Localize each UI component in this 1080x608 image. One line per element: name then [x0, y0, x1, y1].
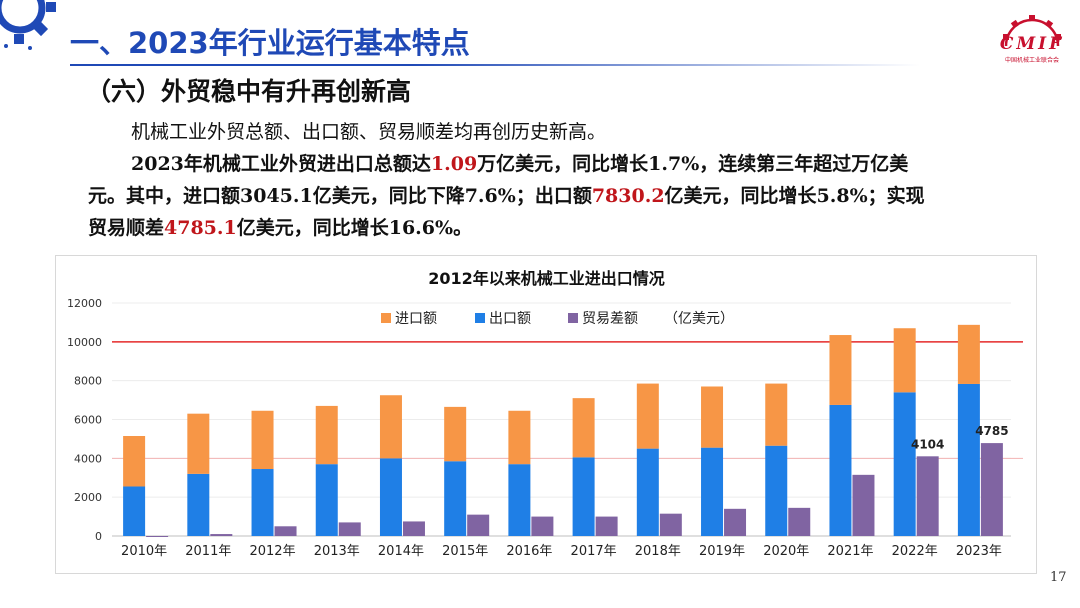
- body-text: 亿美元，同比增长16.6%。: [236, 217, 473, 239]
- y-tick-label: 10000: [67, 336, 102, 349]
- import-bar: [444, 406, 467, 462]
- x-tick-label: 2016年: [506, 544, 552, 559]
- export-bar: [508, 464, 531, 536]
- body-line-1-text: 机械工业外贸总额、出口额、贸易顺差均再创历史新高。: [131, 121, 607, 143]
- import-bar: [829, 335, 852, 405]
- highlight-value: 4785.1: [164, 217, 237, 239]
- chart-title: 2012年以来机械工业进出口情况: [428, 269, 665, 288]
- import-bar: [701, 386, 724, 448]
- balance-bar: [531, 516, 554, 536]
- balance-bar: [595, 516, 618, 536]
- legend-swatch: [381, 313, 391, 323]
- import-bar: [315, 405, 338, 465]
- title-divider: [70, 64, 920, 66]
- import-bar: [251, 410, 274, 470]
- x-tick-label: 2014年: [378, 544, 424, 559]
- body-line-3: 元。其中，进口额3045.1亿美元，同比下降7.6%；出口额7830.2亿美元，…: [88, 180, 1033, 212]
- body-paragraph: 2023年机械工业外贸进出口总额达1.09万亿美元，同比增长1.7%，连续第三年…: [88, 148, 1033, 244]
- data-label: 4104: [911, 437, 944, 451]
- y-tick-label: 2000: [74, 491, 102, 504]
- y-tick-label: 4000: [74, 452, 102, 465]
- body-line-1: 机械工业外贸总额、出口额、贸易顺差均再创历史新高。: [88, 116, 1033, 148]
- x-tick-label: 2012年: [249, 544, 295, 559]
- import-bar: [572, 398, 595, 458]
- export-bar: [315, 464, 338, 536]
- balance-bar: [980, 443, 1003, 536]
- import-bar: [765, 383, 788, 446]
- balance-bar: [467, 514, 490, 536]
- y-tick-label: 0: [95, 530, 102, 543]
- legend-swatch: [475, 313, 485, 323]
- import-bar: [379, 395, 402, 459]
- corner-gear-icon: [0, 0, 56, 50]
- x-tick-label: 2015年: [442, 544, 488, 559]
- x-tick-label: 2021年: [827, 544, 873, 559]
- legend-swatch: [568, 313, 578, 323]
- body-text: 贸易顺差: [88, 217, 165, 239]
- export-bar: [829, 404, 852, 536]
- balance-bar: [402, 521, 425, 536]
- body-text: 2023年机械工业外贸进出口总额达: [131, 153, 431, 175]
- y-tick-label: 6000: [74, 414, 102, 427]
- balance-bar: [724, 508, 747, 536]
- y-tick-label: 8000: [74, 375, 102, 388]
- section-subtitle: （六）外贸稳中有升再创新高: [86, 77, 412, 106]
- legend-label: 进口额: [395, 311, 437, 327]
- cmif-logo: CMIF 中国机械工业联合会: [992, 12, 1072, 68]
- balance-bar: [852, 474, 875, 536]
- export-bar: [187, 473, 210, 536]
- balance-bar: [274, 526, 297, 536]
- import-bar: [893, 328, 916, 393]
- x-tick-label: 2010年: [121, 544, 167, 559]
- body-text: 万亿美元，同比增长1.7%，连续第三年超过万亿美: [477, 153, 909, 175]
- chart-panel: 2012年以来机械工业进出口情况 0 2000 4000 6000 8000 10000 12…: [55, 255, 1037, 574]
- page-title: 一、2023年行业运行基本特点: [70, 26, 470, 60]
- export-bar: [123, 486, 146, 536]
- body-text: 元。其中，进口额3045.1亿美元，同比下降7.6%；出口额: [88, 185, 592, 207]
- balance-bar: [210, 534, 233, 536]
- body-text: 亿美元，同比增长5.8%；实现: [664, 185, 925, 207]
- data-label: 4785: [975, 424, 1008, 438]
- x-tick-label: 2020年: [763, 544, 809, 559]
- balance-bar: [916, 456, 939, 536]
- y-tick-label: 12000: [67, 297, 102, 310]
- export-bar: [957, 383, 980, 536]
- highlight-value: 1.09: [430, 153, 478, 175]
- logo-subtext: 中国机械工业联合会: [1004, 57, 1059, 64]
- export-bar: [379, 458, 402, 536]
- export-bar: [251, 469, 274, 536]
- x-tick-label: 2011年: [185, 544, 231, 559]
- body-line-2: 2023年机械工业外贸进出口总额达1.09万亿美元，同比增长1.7%，连续第三年…: [88, 148, 1033, 180]
- balance-bar: [338, 522, 361, 536]
- export-bar: [444, 461, 467, 536]
- page-number: 17: [1050, 570, 1067, 585]
- legend-label: 贸易差额: [582, 311, 638, 327]
- export-bar: [572, 457, 595, 536]
- legend-label: 出口额: [489, 311, 531, 327]
- x-tick-label: 2013年: [314, 544, 360, 559]
- import-bar: [957, 324, 980, 384]
- chart-unit-label: （亿美元）: [664, 311, 734, 327]
- x-tick-label: 2022年: [892, 544, 938, 559]
- import-export-chart: 2012年以来机械工业进出口情况 0 2000 4000 6000 8000 10000 12…: [67, 269, 1023, 559]
- x-tick-label: 2023年: [956, 544, 1002, 559]
- x-tick-label: 2017年: [571, 544, 617, 559]
- x-tick-label: 2018年: [635, 544, 681, 559]
- balance-bar: [788, 507, 811, 536]
- export-bar: [636, 448, 659, 536]
- logo-text: CMIF: [999, 34, 1065, 54]
- import-bar: [123, 436, 146, 487]
- import-bar: [508, 410, 531, 465]
- export-bar: [893, 392, 916, 536]
- body-line-4: 贸易顺差4785.1亿美元，同比增长16.6%。: [88, 212, 1033, 244]
- balance-bar: [146, 536, 169, 537]
- export-bar: [701, 447, 724, 536]
- highlight-value: 7830.2: [591, 185, 665, 207]
- import-bar: [636, 383, 659, 449]
- balance-bar: [659, 513, 682, 536]
- import-bar: [187, 413, 210, 474]
- logo-gear-icon: [1003, 15, 1061, 47]
- x-tick-label: 2019年: [699, 544, 745, 559]
- export-bar: [765, 445, 788, 536]
